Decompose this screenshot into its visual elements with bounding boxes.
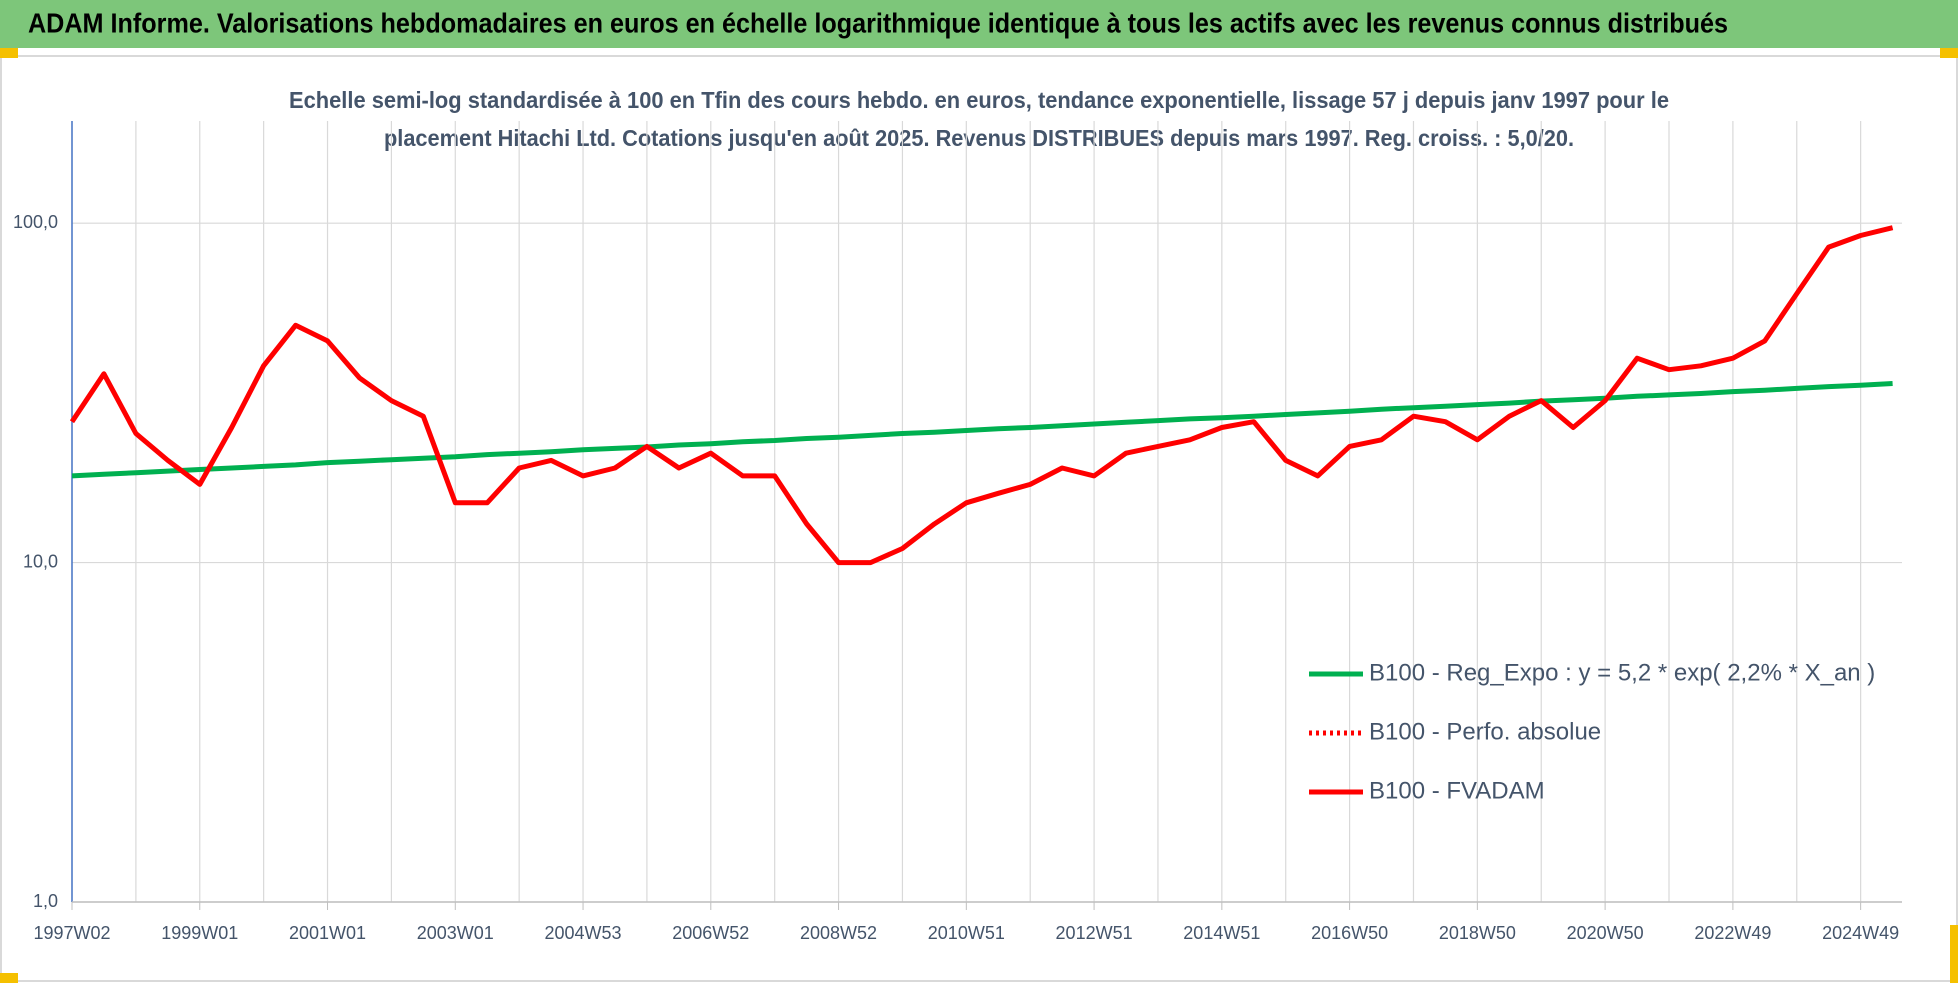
x-tick-label: 2014W51	[1183, 923, 1260, 943]
x-tick-label: 2012W51	[1056, 923, 1133, 943]
y-tick-label: 100,0	[13, 212, 58, 232]
legend-label: B100 - Reg_Expo : y = 5,2 * exp( 2,2% * …	[1369, 659, 1875, 686]
legend-label: B100 - FVADAM	[1369, 777, 1545, 804]
corner	[0, 48, 18, 58]
series-line	[71, 381, 1893, 479]
header-bar	[0, 0, 1958, 48]
y-tick-label: 1,0	[33, 891, 58, 911]
corner	[0, 973, 18, 983]
x-tick-label: 1997W02	[33, 923, 110, 943]
subtitle: placement Hitachi Ltd. Cotations jusqu'e…	[384, 125, 1574, 151]
x-tick-label: 2016W50	[1311, 923, 1388, 943]
legend-label: B100 - Perfo. absolue	[1369, 718, 1601, 745]
corner	[1940, 48, 1958, 58]
y-tick-label: 10,0	[23, 551, 58, 571]
subtitle: Echelle semi-log standardisée à 100 en T…	[289, 87, 1669, 113]
x-tick-label: 2020W50	[1567, 923, 1644, 943]
frame	[0, 55, 1958, 982]
x-tick-label: 2008W52	[800, 923, 877, 943]
x-tick-label: 2018W50	[1439, 923, 1516, 943]
x-tick-label: 2001W01	[289, 923, 366, 943]
x-tick-label: 2006W52	[672, 923, 749, 943]
x-tick-label: 2024W49	[1822, 923, 1899, 943]
corner	[1950, 925, 1958, 983]
x-tick-label: 1999W01	[161, 923, 238, 943]
x-tick-label: 2003W01	[417, 923, 494, 943]
x-tick-label: 2004W53	[545, 923, 622, 943]
x-tick-label: 2022W49	[1694, 923, 1771, 943]
x-tick-label: 2010W51	[928, 923, 1005, 943]
series-line	[69, 225, 1894, 566]
chart-title: ADAM Informe. Valorisations hebdomadaire…	[28, 7, 1728, 38]
